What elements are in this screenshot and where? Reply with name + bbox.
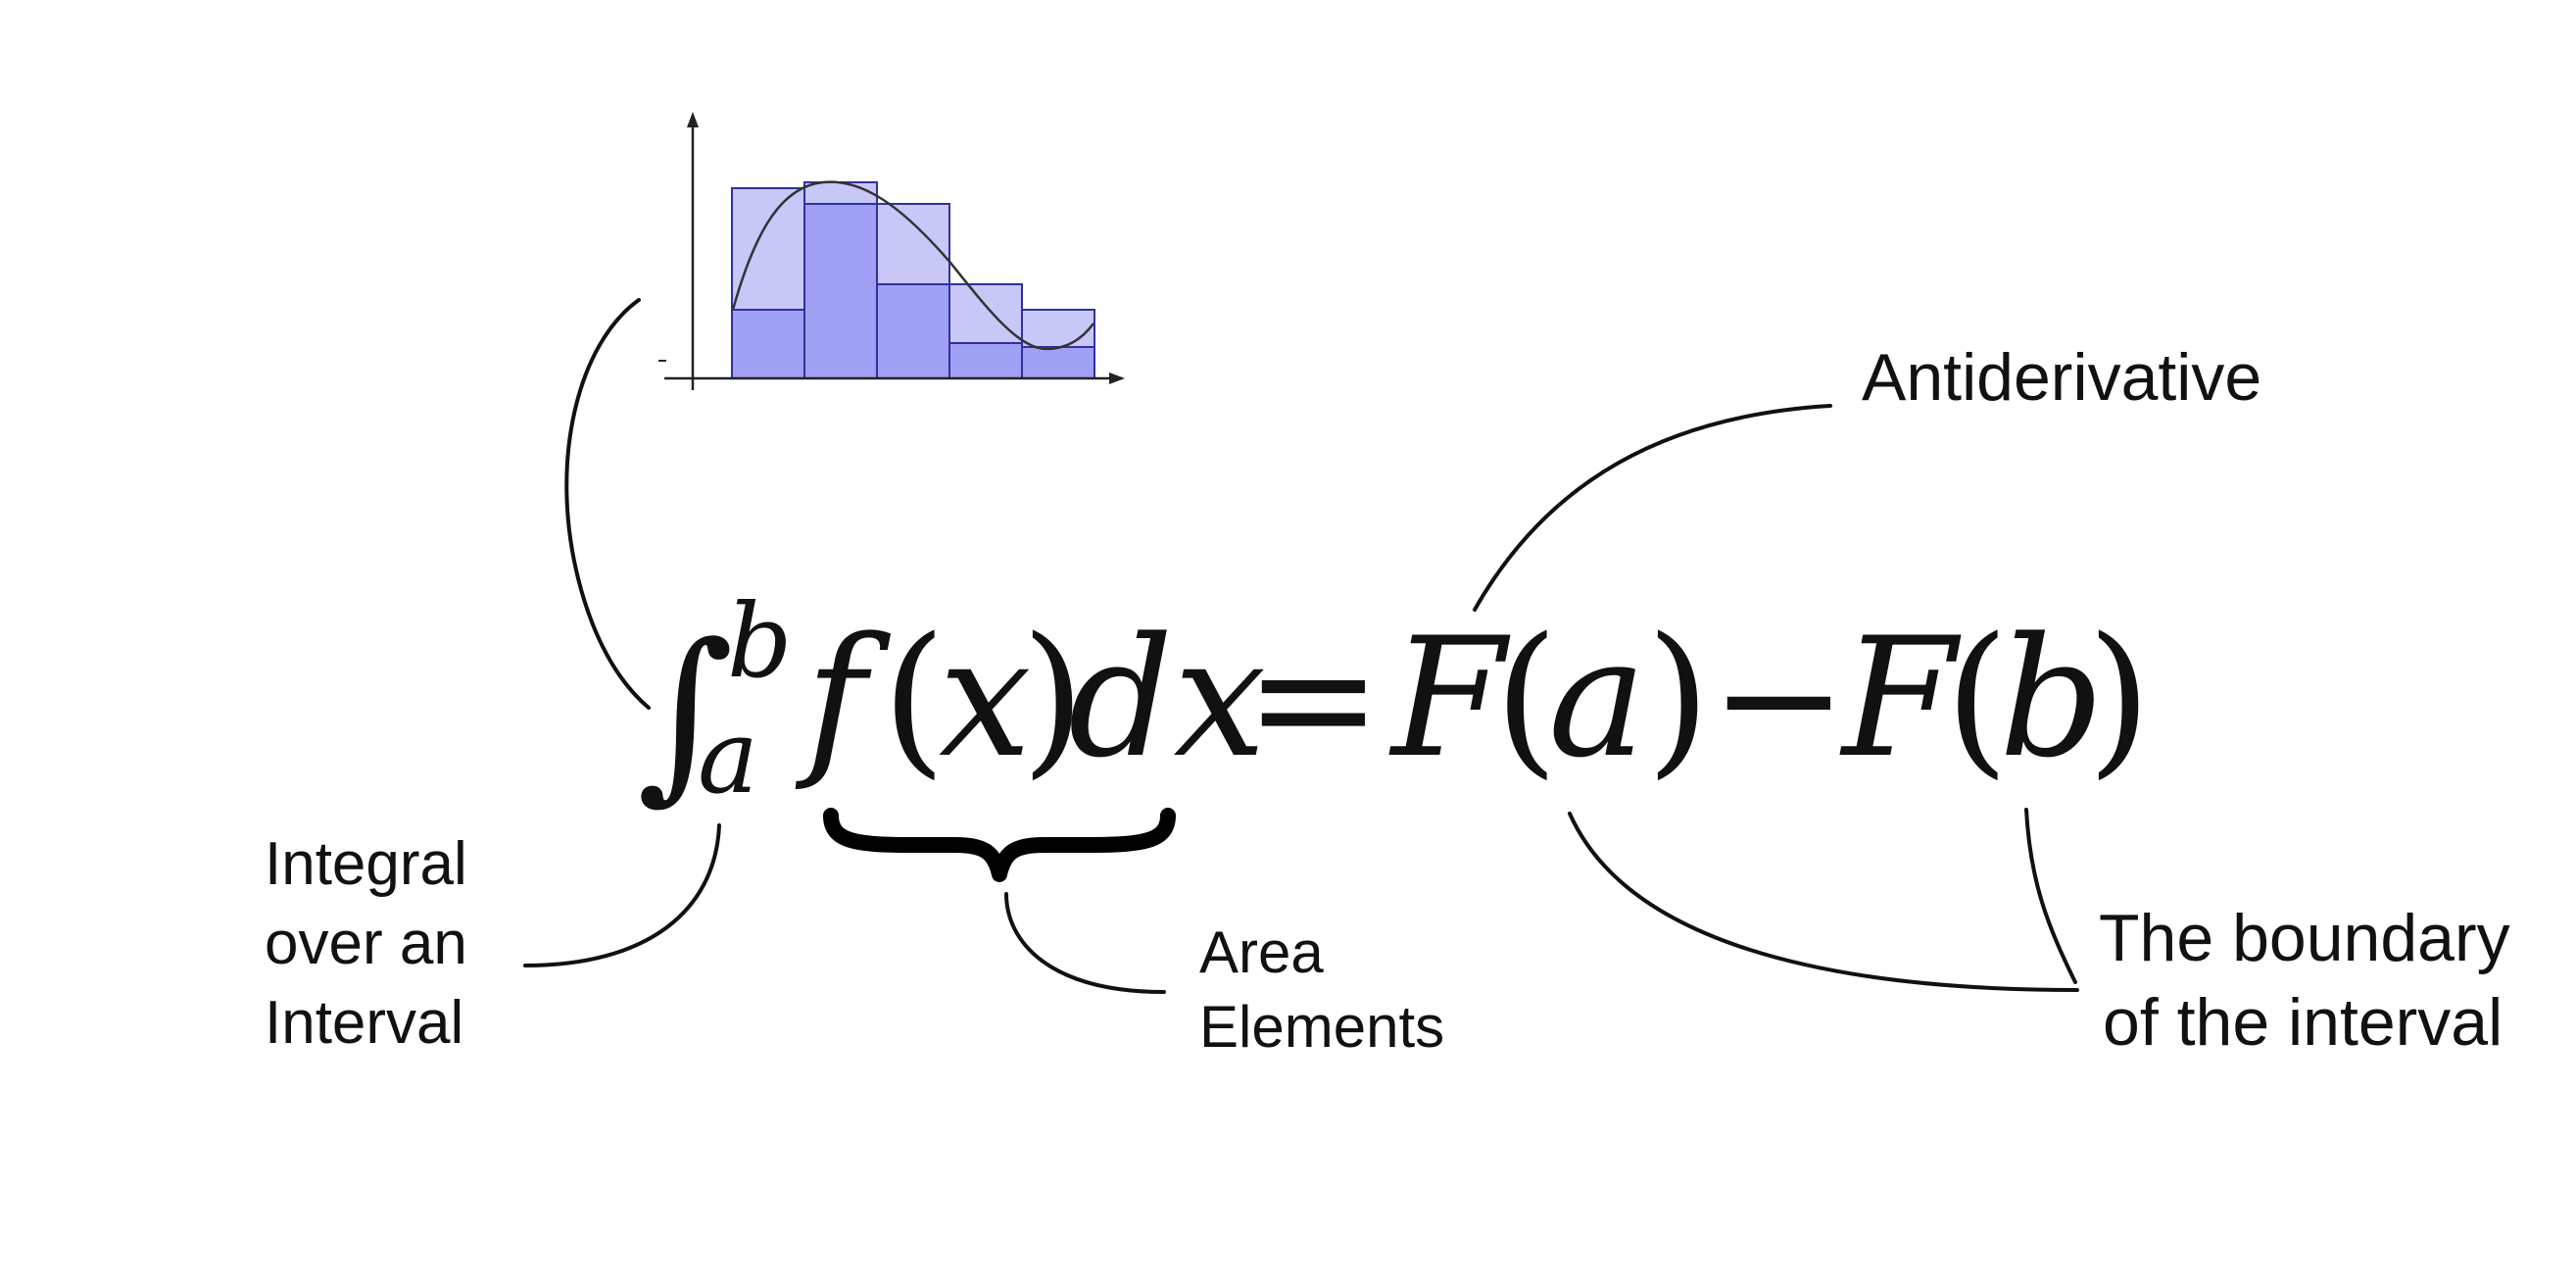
riemann-lower-rect-1 [731, 309, 805, 379]
equals-sign: = [1244, 602, 1383, 794]
close-paren-3: ) [2087, 602, 2152, 794]
riemann-sum-figure [658, 112, 1125, 390]
riemann-y-arrow [687, 112, 699, 127]
integral-sign: ∫ [637, 604, 734, 820]
riemann-lower-rect-5 [1021, 346, 1095, 379]
label-integral-line-2: over an [265, 910, 467, 977]
label-integral-line-3: Interval [265, 989, 463, 1057]
label-area-line-2: Elements [1199, 994, 1444, 1060]
argument-b: b [1999, 602, 2105, 794]
riemann-lower-rect-4 [948, 342, 1023, 379]
close-paren-2: ) [1646, 602, 1711, 794]
leader-b-to-boundary [2024, 808, 2077, 984]
argument-a: a [1548, 602, 1646, 794]
riemann-x-arrow [1109, 372, 1125, 384]
underbrace [823, 808, 1176, 882]
antiderivative-F-a: F [1388, 602, 1511, 794]
differential: dx [1068, 602, 1266, 794]
leader-F-to-antiderivative [1473, 404, 1832, 612]
label-area-elements: Area Elements [1199, 919, 1444, 1060]
open-paren-2: ( [1494, 602, 1559, 794]
riemann-lower-rect-3 [876, 283, 950, 379]
minus-sign: − [1710, 602, 1848, 794]
open-paren: ( [882, 602, 947, 794]
riemann-lower-rect-2 [803, 203, 878, 379]
riemann-curve [731, 180, 1095, 351]
leader-integral-to-figure [564, 298, 651, 710]
lower-limit: a [698, 697, 758, 817]
label-area-line-1: Area [1199, 919, 1324, 985]
label-boundary: The boundary of the interval [2099, 901, 2510, 1060]
close-paren: ) [1021, 602, 1086, 794]
variable-x: x [939, 602, 1032, 794]
label-integral-over-interval: Integral over an Interval [265, 830, 467, 1057]
label-boundary-line-2: of the interval [2103, 985, 2503, 1060]
label-boundary-line-1: The boundary [2099, 901, 2510, 975]
leader-underbrace-to-area [1004, 892, 1166, 994]
antiderivative-F-b: F [1839, 602, 1962, 794]
label-antiderivative: Antiderivative [1862, 340, 2261, 415]
label-integral-line-1: Integral [265, 830, 467, 898]
equation: ∫ b a f ( x ) dx = F ( a ) − F ( b ) [637, 581, 2152, 820]
open-paren-3: ( [1945, 602, 2010, 794]
upper-limit: b [727, 581, 793, 701]
integrand-f: f [795, 602, 892, 794]
leader-a-to-boundary [1568, 812, 2079, 992]
leader-lower-limit-to-label [523, 823, 721, 967]
